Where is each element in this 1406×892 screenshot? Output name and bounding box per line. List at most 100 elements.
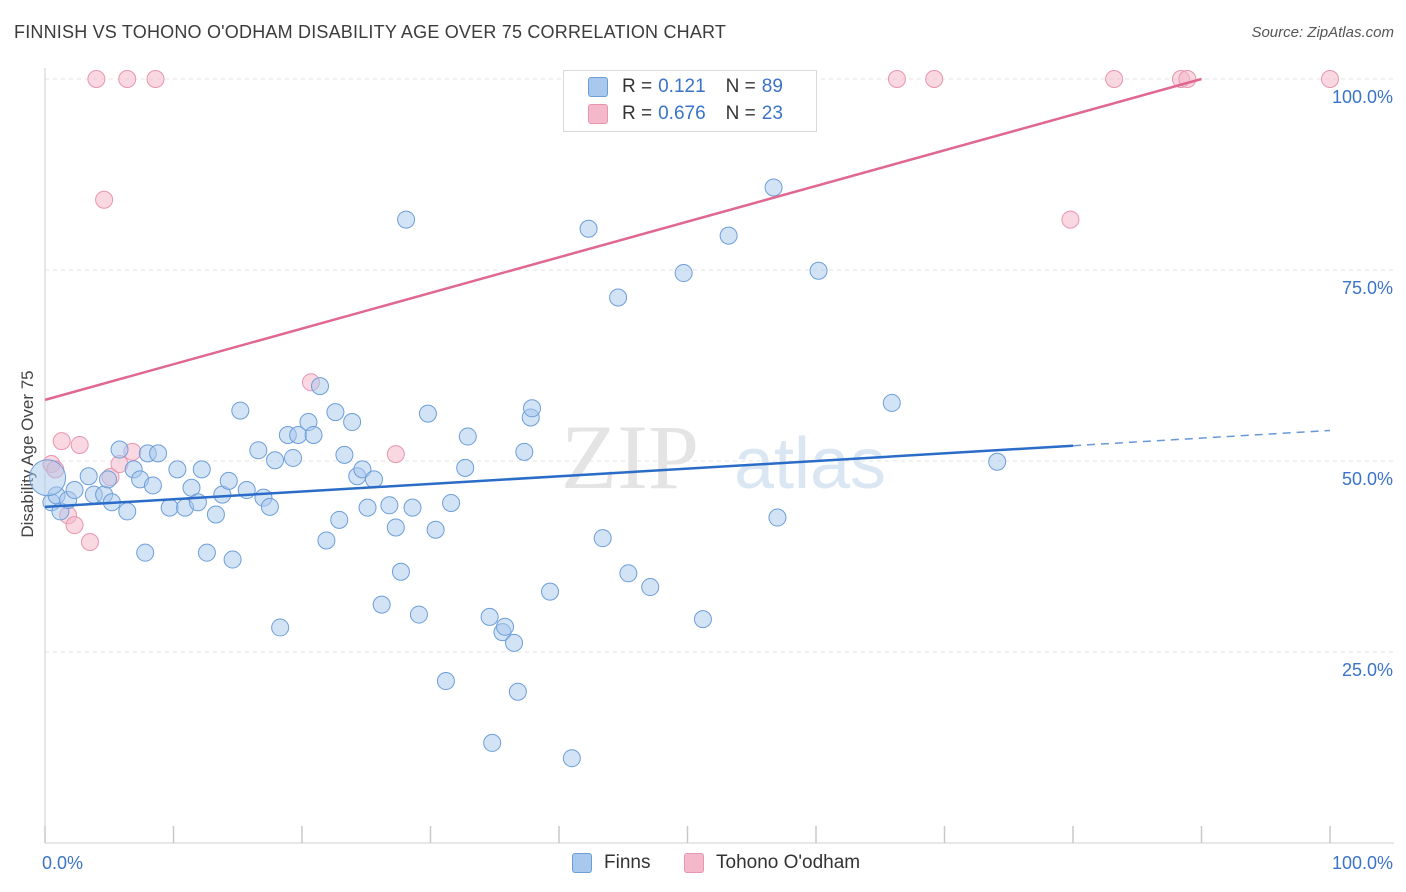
finns-point — [456, 458, 475, 477]
tohono-point — [1061, 210, 1080, 229]
y-tick-label: 100.0% — [1332, 87, 1393, 107]
finns-point — [192, 460, 211, 479]
tohono-point — [95, 190, 114, 209]
finns-point — [562, 749, 581, 768]
legend-finns-r: 0.121 — [658, 76, 706, 97]
finns-point — [397, 210, 416, 229]
finns-point — [136, 543, 155, 562]
finns-point — [317, 531, 336, 550]
finns-point — [271, 618, 290, 637]
finns-point — [418, 404, 437, 423]
tohono-point — [65, 516, 84, 535]
legend-r-label: R = — [622, 103, 653, 124]
finns-trend-extension — [1072, 429, 1331, 447]
finns-point — [515, 442, 534, 461]
finns-point — [409, 605, 428, 624]
finns-point — [219, 471, 238, 490]
finns-point — [809, 261, 828, 280]
tohono-point — [80, 532, 99, 551]
finns-point — [483, 733, 502, 752]
tohono-point — [52, 432, 71, 451]
finns-point — [143, 476, 162, 495]
tohono-point — [925, 70, 944, 88]
tohono-point — [118, 70, 137, 88]
finns-point — [110, 440, 129, 459]
finns-point — [719, 226, 738, 245]
legend-r-label: R = — [622, 76, 653, 97]
watermark: ZIP atlas — [561, 406, 886, 508]
finns-point — [541, 582, 560, 601]
finns-point — [304, 426, 323, 445]
tohono-legend-label: Tohono O'odham — [716, 852, 861, 873]
finns-point — [29, 459, 67, 497]
finns-point — [260, 497, 279, 516]
finns-point — [149, 444, 168, 463]
tohono-point — [146, 70, 165, 88]
finns-point — [380, 496, 399, 515]
source-label: Source: ZipAtlas.com — [1251, 24, 1394, 41]
x-tick-label: 100.0% — [1332, 853, 1393, 873]
watermark-zip: ZIP — [561, 406, 699, 508]
finns-point — [386, 518, 405, 537]
finns-point — [266, 451, 285, 470]
y-tick-label: 25.0% — [1342, 660, 1393, 680]
tohono-legend-swatch — [684, 853, 704, 873]
finns-point — [197, 543, 216, 562]
trend-lines — [44, 77, 1331, 509]
finns-point — [353, 460, 372, 479]
finns-point — [480, 607, 499, 626]
finns-point — [764, 178, 783, 197]
finns-point — [168, 460, 187, 479]
chart-title: FINNISH VS TOHONO O'ODHAM DISABILITY AGE… — [14, 22, 727, 42]
finns-point — [79, 467, 98, 486]
finns-point — [372, 595, 391, 614]
tohono-point — [87, 70, 106, 88]
finns-legend-label: Finns — [604, 852, 651, 873]
finns-point — [442, 494, 461, 513]
finns-point — [118, 502, 137, 521]
finns-point — [206, 505, 225, 524]
finns-point — [882, 393, 901, 412]
legend: R = 0.121 N = 89 R = 0.676 N = 23 — [563, 70, 817, 132]
finns-trend-line — [44, 444, 1074, 509]
tohono-swatch — [588, 104, 608, 124]
tohono-trend-line — [44, 77, 1202, 402]
finns-point — [768, 508, 787, 527]
finns-point — [160, 498, 179, 517]
finns-point — [223, 550, 242, 569]
tohono-point — [887, 70, 906, 88]
bottom-legend-tohono: Tohono O'odham — [684, 852, 860, 874]
finns-point — [391, 562, 410, 581]
finns-point — [436, 672, 455, 691]
finns-point — [674, 264, 693, 283]
legend-row-tohono: R = 0.676 N = 23 — [588, 102, 783, 126]
gridlines — [45, 78, 1394, 653]
finns-point — [231, 401, 250, 420]
legend-n-label: N = — [725, 103, 756, 124]
y-tick-label: 75.0% — [1342, 278, 1393, 298]
finns-point — [693, 610, 712, 629]
finns-point — [619, 564, 638, 583]
finns-point — [310, 377, 329, 396]
axes — [44, 68, 1394, 844]
y-tick-label: 50.0% — [1342, 469, 1393, 489]
finns-point — [326, 403, 345, 422]
finns-point — [593, 529, 612, 548]
finns-point — [335, 445, 354, 464]
finns-point — [330, 510, 349, 529]
finns-point — [358, 498, 377, 517]
finns-legend-swatch — [572, 853, 592, 873]
finns-point — [496, 617, 515, 636]
x-tick-label: 0.0% — [42, 853, 83, 873]
tohono-point — [70, 435, 89, 454]
legend-n-label: N = — [725, 76, 756, 97]
finns-point — [284, 448, 303, 467]
legend-finns-n: 89 — [761, 76, 783, 97]
legend-row-finns: R = 0.121 N = 89 — [588, 75, 783, 99]
finns-point — [98, 470, 117, 489]
finns-point — [426, 520, 445, 539]
tohono-point — [386, 445, 405, 464]
finns-point — [988, 452, 1007, 471]
finns-swatch — [588, 77, 608, 97]
